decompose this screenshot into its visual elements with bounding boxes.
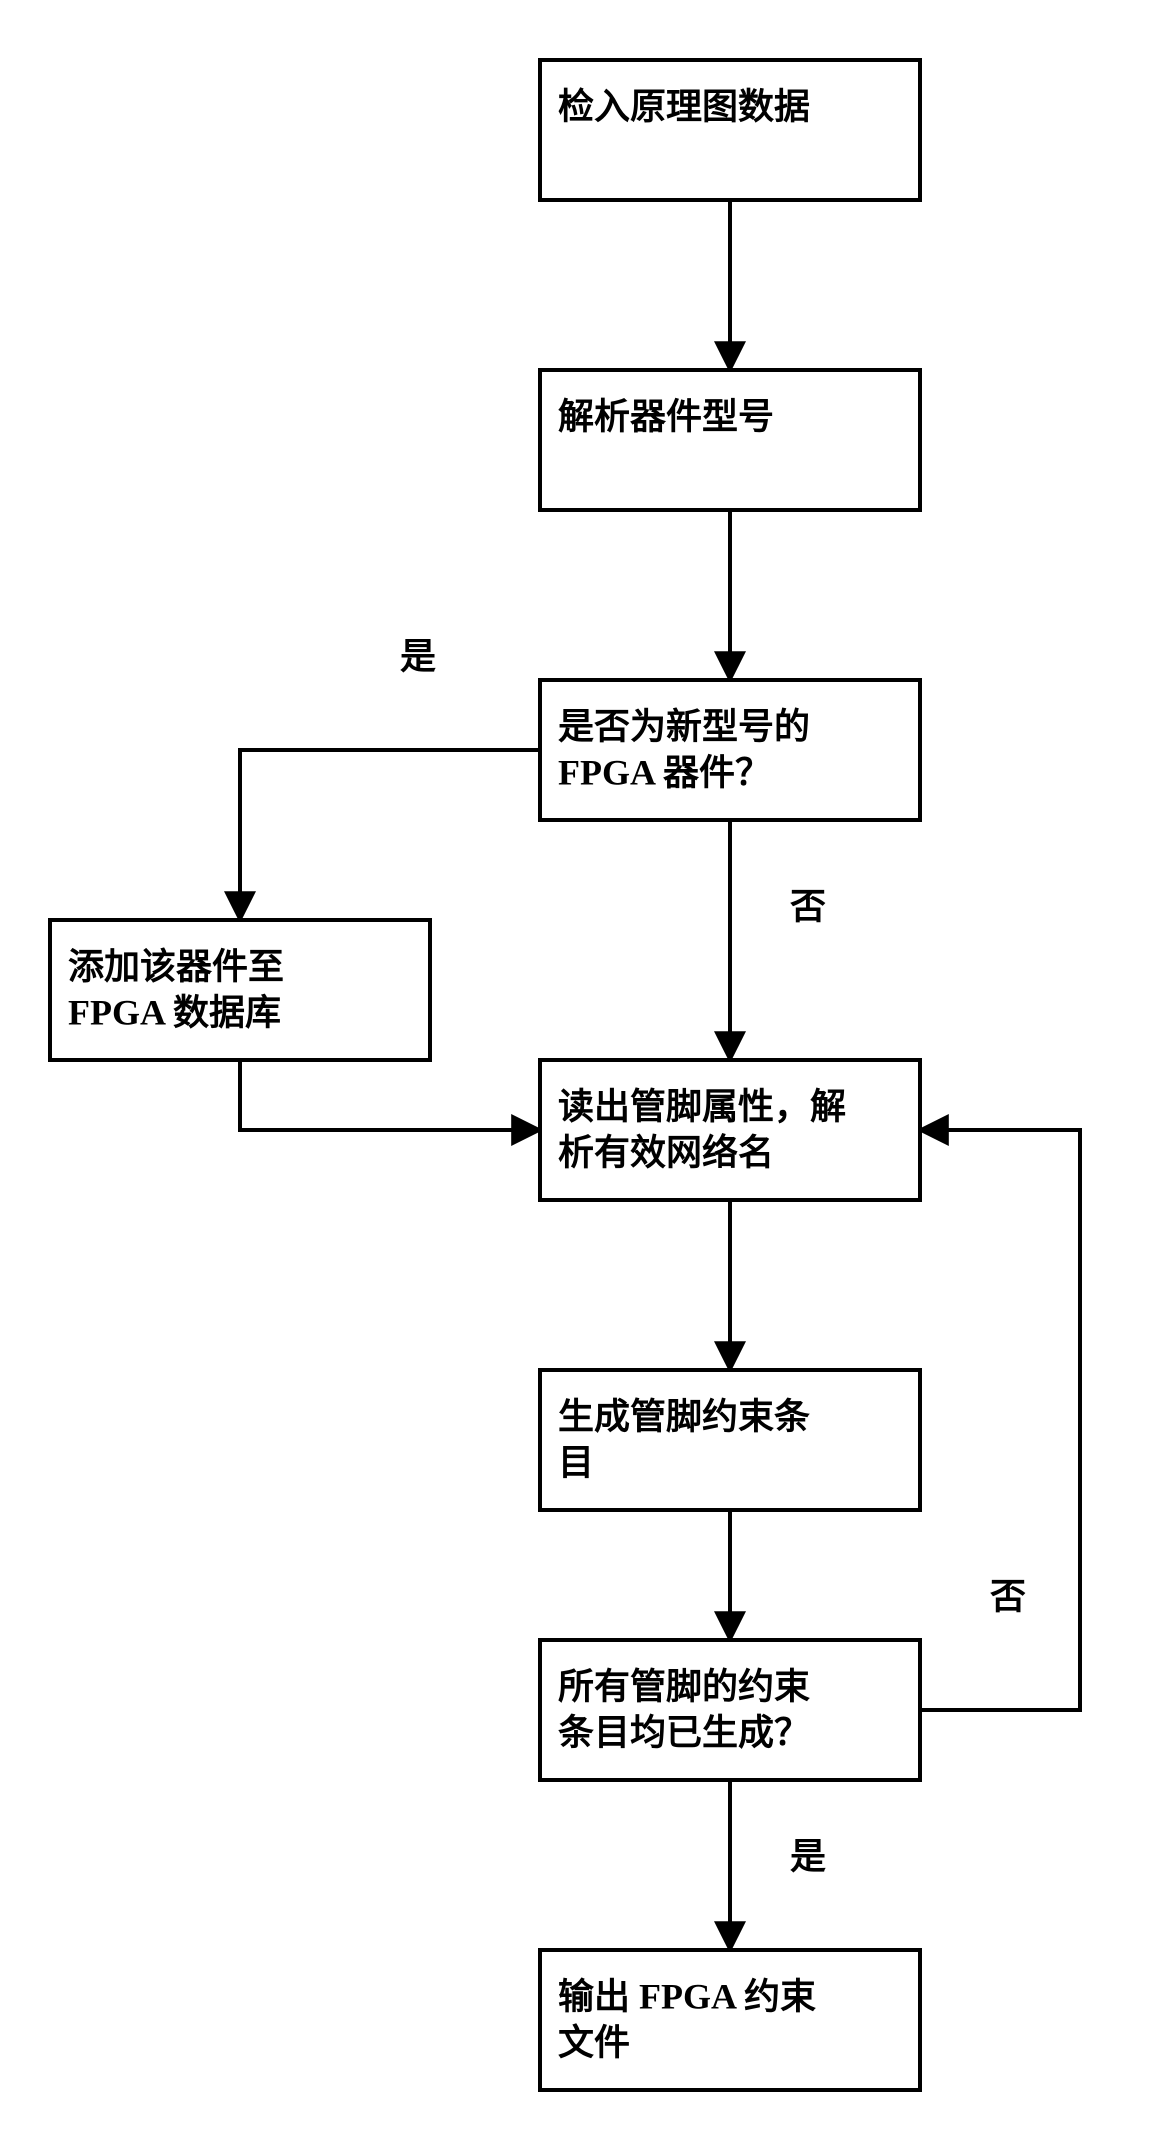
edge-n3-n4 — [240, 750, 540, 920]
node-n5: 读出管脚属性，解析有效网络名 — [540, 1060, 920, 1200]
node-text: 所有管脚的约束 — [558, 1666, 810, 1706]
node-text: 目 — [558, 1442, 594, 1482]
node-text: FPGA 数据库 — [68, 992, 281, 1032]
edge-label: 否 — [790, 886, 826, 926]
node-text: FPGA 器件？ — [558, 752, 771, 792]
node-text: 添加该器件至 — [68, 946, 284, 986]
node-text: 检入原理图数据 — [558, 86, 810, 126]
node-text: 读出管脚属性，解 — [558, 1086, 846, 1126]
node-text: 条目均已生成？ — [558, 1712, 810, 1752]
node-text: 解析器件型号 — [558, 396, 774, 436]
edge-n7-n5 — [920, 1130, 1080, 1710]
node-n1: 检入原理图数据 — [540, 60, 920, 200]
edge-label: 是 — [400, 636, 436, 676]
node-n7: 所有管脚的约束条目均已生成？ — [540, 1640, 920, 1780]
node-text: 是否为新型号的 — [558, 706, 810, 746]
flowchart: 否是是否检入原理图数据解析器件型号是否为新型号的FPGA 器件？添加该器件至FP… — [0, 0, 1167, 2139]
node-text: 生成管脚约束条 — [558, 1396, 810, 1436]
node-text: 文件 — [558, 2022, 630, 2062]
node-text: 析有效网络名 — [558, 1131, 774, 1172]
edge-label: 是 — [790, 1836, 826, 1876]
node-n8: 输出 FPGA 约束文件 — [540, 1950, 920, 2090]
edge-label: 否 — [990, 1576, 1026, 1616]
node-n3: 是否为新型号的 FPGA 器件？ — [540, 680, 920, 820]
edge-n4-n5 — [240, 1060, 540, 1130]
node-n6: 生成管脚约束条目 — [540, 1370, 920, 1510]
node-text: 输出 FPGA 约束 — [558, 1976, 816, 2016]
node-n4: 添加该器件至 FPGA 数据库 — [50, 920, 430, 1060]
node-n2: 解析器件型号 — [540, 370, 920, 510]
